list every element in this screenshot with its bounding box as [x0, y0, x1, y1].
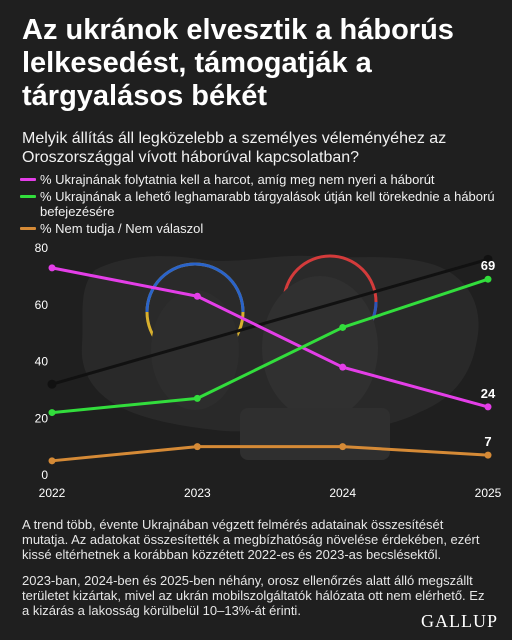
series-line-negotiations: [50, 277, 490, 415]
trend-overlay-point: [483, 254, 493, 264]
x-tick-label: 2022: [39, 486, 66, 500]
legend-swatch-continue-fighting: [20, 178, 36, 181]
legend-label-negotiations: % Ukrajnának a lehető leghamarabb tárgya…: [40, 189, 495, 219]
data-label-continue-fighting: 24: [481, 386, 496, 401]
x-tick-label: 2025: [475, 486, 502, 500]
data-point-continue-fighting: [339, 363, 347, 371]
y-tick-label: 60: [35, 298, 49, 312]
legend: % Ukrajnának folytatnia kell a harcot, a…: [18, 172, 498, 238]
chart-title: Az ukránok elvesztik a háborús lelkesedé…: [22, 14, 454, 112]
chart-subtitle: Melyik állítás áll legközelebb a személy…: [22, 130, 447, 166]
legend-item-continue-fighting: % Ukrajnának folytatnia kell a harcot, a…: [18, 172, 498, 187]
footnote-methodology: A trend több, évente Ukrajnában végzett …: [22, 517, 480, 562]
data-label-dont-know: 7: [484, 434, 491, 449]
y-tick-label: 80: [35, 241, 49, 255]
y-tick-label: 0: [41, 468, 48, 482]
data-point-dont-know: [48, 457, 56, 465]
data-point-dont-know: [339, 443, 347, 451]
left-portrait-halo-blue: [145, 262, 245, 313]
legend-item-negotiations: % Ukrajnának a lehető leghamarabb tárgya…: [18, 189, 498, 219]
data-point-negotiations: [339, 323, 347, 331]
trend-overlay-point: [47, 379, 57, 389]
point-layer: [47, 254, 493, 465]
x-tick-label: 2024: [329, 486, 356, 500]
legend-swatch-dont-know: [20, 227, 36, 230]
data-point-negotiations: [48, 409, 56, 417]
legend-label-dont-know: % Nem tudja / Nem válaszol: [40, 221, 204, 236]
y-tick-label: 40: [35, 355, 49, 369]
series-layer: [50, 257, 490, 463]
series-line-continue-fighting: [50, 266, 490, 409]
data-point-dont-know: [484, 451, 492, 459]
legend-label-continue-fighting: % Ukrajnának folytatnia kell a harcot, a…: [40, 172, 435, 187]
legend-swatch-negotiations: [20, 195, 36, 198]
y-tick-label: 20: [35, 411, 49, 425]
footnote-exclusion: 2023-ban, 2024-ben és 2025-ben néhány, o…: [22, 573, 485, 618]
line-chart: 24 69 7 0 20 40 60 80 2022 2023 2024 2025: [35, 241, 502, 500]
data-point-negotiations: [484, 275, 492, 283]
x-tick-label: 2023: [184, 486, 211, 500]
trend-overlay-line: [51, 257, 489, 386]
legend-item-dont-know: % Nem tudja / Nem válaszol: [18, 221, 498, 236]
right-portrait-figure: [262, 276, 378, 420]
series-line-dont-know: [50, 445, 490, 463]
left-portrait-figure: [151, 290, 239, 410]
data-label-negotiations: 69: [481, 258, 495, 273]
data-point-continue-fighting: [484, 403, 492, 411]
data-point-continue-fighting: [193, 292, 201, 300]
brand-logo: GALLUP: [421, 611, 498, 631]
data-point-continue-fighting: [48, 264, 56, 272]
data-point-negotiations: [193, 394, 201, 402]
military-vehicle-silhouette: [240, 408, 390, 460]
tick-layer: 0 20 40 60 80 2022 2023 2024 2025: [35, 241, 502, 500]
data-point-dont-know: [193, 443, 201, 451]
label-layer: 24 69 7: [481, 258, 496, 449]
